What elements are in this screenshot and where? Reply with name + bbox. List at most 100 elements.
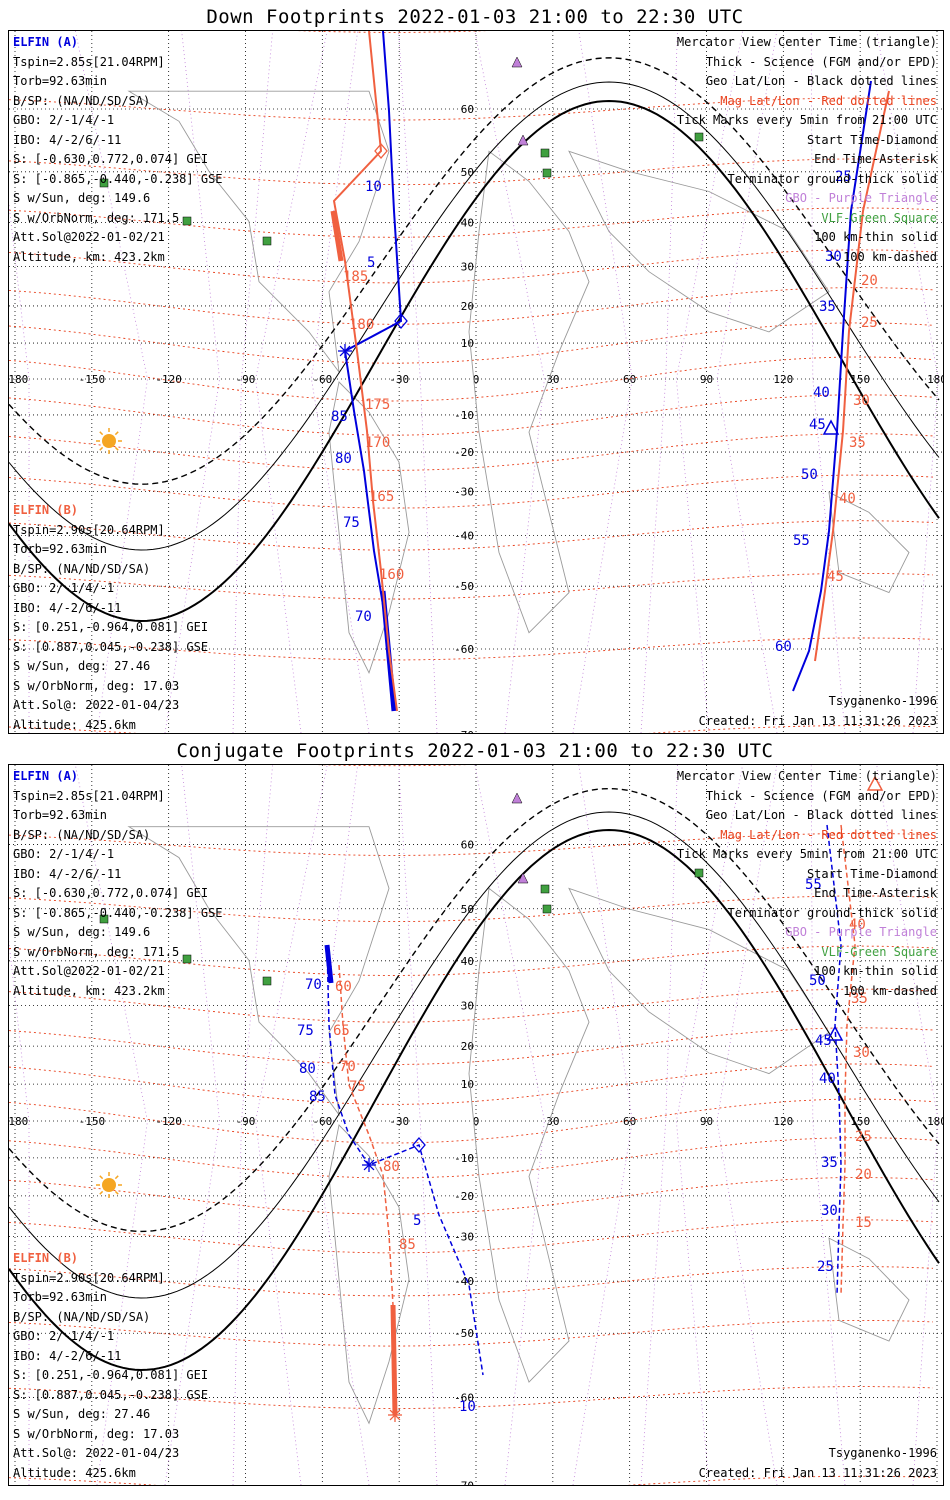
model-created-conj: Tsyganenko-1996 Created: Fri Jan 13 11:3… (699, 1444, 937, 1483)
terminator-line (9, 811, 940, 1299)
terminator-dashed (9, 787, 940, 1233)
elfin-a-west-track (343, 31, 403, 692)
elfin-a-info-conj: ELFIN (A) Tspin=2.85s[21.04RPM] Torb=92.… (13, 767, 223, 1001)
lon-tick-label: -90 (236, 373, 256, 386)
track-tick-label: 10 (459, 1399, 476, 1415)
lat-tick-label: -60 (454, 643, 474, 656)
legend-item: 100 km-dashed (843, 983, 937, 998)
lon-tick-label: -60 (312, 1115, 332, 1128)
track-tick-label: 65 (333, 1023, 350, 1039)
terminator-line (9, 81, 940, 551)
coastline (328, 381, 410, 674)
down-footprints-title: Down Footprints 2022-01-03 21:00 to 22:3… (206, 6, 744, 28)
legend-item: GBO - Purple Triangle (785, 925, 937, 939)
legend-item: Mercator View Center Time (triangle) (676, 35, 937, 49)
elfin-a-label: ELFIN (A) (13, 35, 79, 49)
track-tick-label: 15 (855, 1215, 872, 1231)
elfin-a-west-track-science (324, 944, 334, 984)
mag-meridian (876, 765, 939, 1485)
coastline (568, 150, 830, 333)
lat-tick-label: 20 (461, 1040, 474, 1053)
elfin-b-line: B/SP: (NA/ND/SD/SA) (13, 561, 151, 576)
vlf-square-icon (694, 132, 704, 142)
conjugate-footprints-map: -180-150-120-90-60-300306090120150180706… (8, 764, 944, 1486)
conjugate-footprints-title: Conjugate Footprints 2022-01-03 21:00 to… (176, 740, 774, 762)
model-name: Tsyganenko-1996 (828, 694, 937, 708)
lon-tick-label: 60 (623, 1115, 636, 1128)
lat-tick-label: -40 (454, 529, 474, 542)
created-timestamp: Created: Fri Jan 13 11:31:26 2023 (698, 713, 937, 728)
elfin-a-line: IBO: 4/-2/6/-11 (13, 132, 122, 147)
elfin-a-line: B/SP: (NA/ND/SD/SA) (13, 827, 151, 842)
track-tick-label: 60 (775, 639, 792, 655)
elfin-a-line: S w/Sun, deg: 149.6 (13, 191, 151, 205)
mag-parallel (9, 895, 934, 923)
track-tick-label: 30 (825, 249, 842, 265)
end-asterisk-icon (339, 345, 351, 357)
track-tick-label: 25 (817, 1259, 834, 1275)
lon-tick-label: -30 (389, 1115, 409, 1128)
track-tick-label: 75 (343, 515, 360, 531)
mag-meridian (311, 765, 370, 1485)
mag-parallel (9, 572, 934, 600)
end-asterisk-icon (389, 1409, 401, 1421)
mag-meridian (716, 765, 778, 1485)
lon-tick-label: -60 (312, 373, 332, 386)
mag-meridian (9, 939, 30, 1485)
lon-tick-label: 180 (927, 373, 943, 386)
lat-tick-label: -10 (454, 409, 474, 422)
lat-tick-label: -50 (454, 1327, 474, 1340)
track-tick-label: 45 (809, 417, 826, 433)
track-tick-label: 80 (335, 451, 352, 467)
elfin-b-line: S w/Sun, deg: 27.46 (13, 659, 151, 673)
elfin-b-line: GBO: 2/-1/4/-1 (13, 1329, 115, 1343)
center-time-triangle-icon (822, 419, 840, 435)
elfin-a-line: Tspin=2.85s[21.04RPM] (13, 54, 165, 69)
elfin-b-line: IBO: 4/-2/6/-11 (13, 1348, 122, 1363)
elfin-a-line: Altitude, km: 423.2km (13, 983, 165, 998)
lat-tick-label: 20 (461, 300, 474, 313)
track-tick-label: 70 (339, 1059, 356, 1075)
elfin-b-line: Tspin=2.90s[20.64RPM] (13, 1270, 165, 1285)
mag-parallel (9, 1137, 934, 1179)
coastline (127, 826, 390, 1117)
coastline (568, 887, 830, 1075)
start-diamond-icon (412, 1137, 426, 1153)
lat-tick-label: 40 (461, 955, 474, 968)
model-created-down: Tsyganenko-1996 Created: Fri Jan 13 11:3… (699, 692, 937, 731)
lat-tick-label: -40 (454, 1275, 474, 1288)
start-diamond-icon (374, 143, 388, 159)
elfin-a-line: S: [-0.865,-0.440,-0.238] GSE (13, 171, 223, 186)
elfin-a-line: S: [-0.630,0.772,0.074] GEI (13, 886, 209, 900)
track-tick-label: 5 (367, 255, 375, 271)
elfin-b-label: ELFIN (B) (13, 503, 79, 517)
elfin-b-line: S: [0.251,-0.964,0.081] GEI (13, 1368, 209, 1382)
legend-item: Thick - Science (FGM and/or EPD) (705, 788, 937, 803)
track-tick-label: 45 (827, 569, 844, 585)
legend-item: Start Time-Diamond (806, 132, 937, 147)
sun-ray (114, 1175, 119, 1180)
coastline (328, 1124, 410, 1425)
track-tick-label: 55 (793, 533, 810, 549)
lat-tick-label: -70 (454, 729, 474, 733)
lon-tick-label: 120 (773, 373, 793, 386)
legend-item: VLF-Green Square (821, 210, 937, 225)
track-tick-label: 30 (853, 1045, 870, 1061)
elfin-b-west-track (338, 964, 396, 1416)
elfin-a-line: Tspin=2.85s[21.04RPM] (13, 788, 165, 803)
gbo-triangle-icon (511, 56, 523, 68)
track-tick-label: 40 (819, 1071, 836, 1087)
elfin-a-line: Att.Sol@2022-01-02/21 (13, 230, 165, 244)
track-tick-label: 185 (343, 269, 368, 285)
track-tick-label: 50 (809, 973, 826, 989)
track-tick-label: 35 (821, 1155, 838, 1171)
center-time-triangle-icon (866, 775, 884, 791)
track-tick-label: 45 (815, 1033, 832, 1049)
mag-parallel (9, 1063, 934, 1105)
lat-tick-label: 40 (461, 217, 474, 230)
mag-parallel (9, 1475, 934, 1485)
elfin-a-label: ELFIN (A) (13, 769, 79, 783)
lon-tick-label: 0 (473, 1115, 480, 1128)
elfin-a-line: S: [-0.630,0.772,0.074] GEI (13, 152, 209, 166)
legend-item: 100 km-thin solid (814, 230, 937, 244)
